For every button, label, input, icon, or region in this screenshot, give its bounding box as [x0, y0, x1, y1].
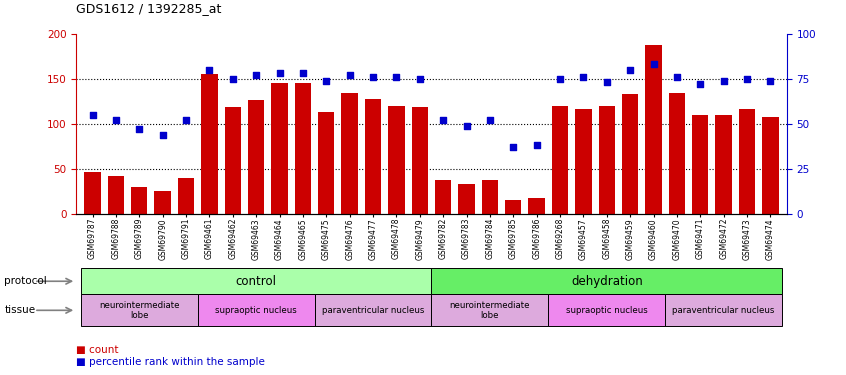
Bar	[716, 115, 732, 214]
Text: control: control	[236, 275, 277, 288]
Bar	[599, 106, 615, 214]
Bar	[529, 198, 545, 214]
Point	[670, 74, 684, 80]
Point	[413, 76, 426, 82]
Bar	[431, 294, 548, 326]
Point	[272, 70, 286, 76]
Bar	[107, 176, 124, 214]
Point	[85, 112, 99, 118]
Text: paraventricular nucleus: paraventricular nucleus	[321, 306, 424, 315]
Bar	[762, 117, 778, 214]
Text: GDS1612 / 1392285_at: GDS1612 / 1392285_at	[76, 2, 222, 15]
Text: ■ count: ■ count	[76, 345, 118, 354]
Bar	[131, 187, 147, 214]
Point	[740, 76, 754, 82]
Bar	[575, 110, 591, 214]
Bar	[85, 172, 101, 214]
Point	[296, 70, 310, 76]
Bar	[692, 115, 708, 214]
Point	[390, 74, 404, 80]
Point	[203, 67, 217, 73]
Point	[366, 74, 380, 80]
Point	[250, 72, 263, 78]
Point	[343, 72, 356, 78]
Point	[437, 117, 450, 123]
Bar	[645, 45, 662, 214]
Bar	[548, 294, 665, 326]
Point	[156, 132, 169, 138]
Bar	[155, 191, 171, 214]
Bar	[178, 178, 195, 214]
Bar	[459, 184, 475, 214]
Text: supraoptic nucleus: supraoptic nucleus	[566, 306, 648, 315]
Bar	[481, 180, 498, 214]
Point	[600, 80, 613, 86]
Bar	[81, 268, 431, 294]
Bar	[318, 112, 334, 214]
Bar	[665, 294, 782, 326]
Bar	[668, 93, 685, 214]
Bar	[81, 294, 198, 326]
Text: dehydration: dehydration	[571, 275, 643, 288]
Bar	[739, 110, 755, 214]
Bar	[552, 106, 569, 214]
Bar	[198, 294, 315, 326]
Text: neurointermediate
lobe: neurointermediate lobe	[450, 301, 530, 320]
Bar	[272, 83, 288, 214]
Text: protocol: protocol	[4, 276, 47, 286]
Text: supraoptic nucleus: supraoptic nucleus	[215, 306, 297, 315]
Bar	[224, 106, 241, 214]
Text: ■ percentile rank within the sample: ■ percentile rank within the sample	[76, 357, 265, 367]
Point	[459, 123, 473, 129]
Point	[179, 117, 193, 123]
Point	[624, 67, 637, 73]
Text: tissue: tissue	[4, 305, 36, 315]
Bar	[342, 93, 358, 214]
Bar	[435, 180, 451, 214]
Bar	[388, 106, 404, 214]
Bar	[431, 268, 782, 294]
Bar	[201, 74, 217, 214]
Point	[717, 78, 730, 84]
Bar	[365, 99, 382, 214]
Point	[483, 117, 497, 123]
Bar	[315, 294, 431, 326]
Point	[109, 117, 123, 123]
Point	[694, 81, 707, 87]
Bar	[505, 200, 521, 214]
Point	[530, 142, 543, 148]
Point	[646, 62, 660, 68]
Point	[226, 76, 239, 82]
Point	[577, 74, 591, 80]
Bar	[294, 83, 311, 214]
Point	[764, 78, 777, 84]
Text: paraventricular nucleus: paraventricular nucleus	[673, 306, 775, 315]
Point	[507, 144, 520, 150]
Point	[133, 126, 146, 132]
Bar	[412, 106, 428, 214]
Bar	[248, 100, 264, 214]
Bar	[622, 94, 639, 214]
Text: neurointermediate
lobe: neurointermediate lobe	[99, 301, 179, 320]
Point	[553, 76, 567, 82]
Point	[320, 78, 333, 84]
